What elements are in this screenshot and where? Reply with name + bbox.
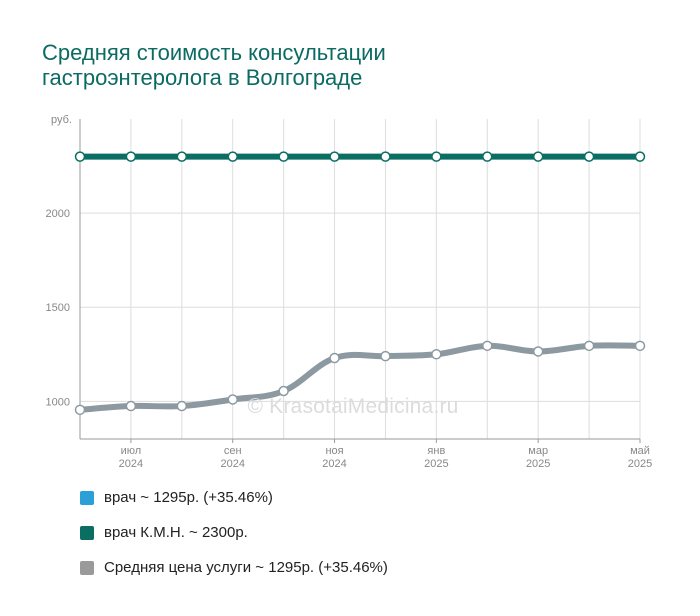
x-tick-label-year: 2025 [424, 458, 448, 470]
data-point-kmn[interactable] [634, 151, 646, 162]
legend-swatch-doctor-kmn [80, 526, 94, 540]
data-point-avg[interactable] [634, 340, 646, 352]
chart-title: Средняя стоимость консультации гастроэнт… [42, 40, 662, 90]
data-point-avg[interactable] [227, 394, 238, 405]
x-tick-label-month: май [630, 445, 650, 457]
x-tick-label-month: мар [528, 445, 548, 457]
series-markers [74, 151, 646, 416]
data-point-avg[interactable] [125, 400, 137, 412]
y-tick-label: 1500 [46, 302, 70, 314]
chart-title-line-1: Средняя стоимость консультации [42, 40, 386, 65]
data-point-kmn[interactable] [532, 151, 544, 162]
chart-title-line-2: гастроэнтеролога в Волгограде [42, 65, 363, 90]
data-point-avg[interactable] [380, 350, 391, 362]
legend-swatch-doctor [80, 491, 94, 505]
x-tick-label-year: 2024 [220, 458, 244, 470]
data-point-avg[interactable] [329, 352, 340, 364]
data-point-kmn[interactable] [380, 151, 391, 162]
legend-swatch-average-price [80, 561, 94, 575]
data-point-avg[interactable] [431, 349, 442, 360]
line-chart: 100015002000руб.июл2024сен2024ноя2024янв… [46, 114, 653, 470]
grid [79, 119, 641, 439]
x-tick-label-year: 2024 [119, 458, 143, 470]
data-point-avg[interactable] [583, 340, 595, 352]
series-lines [77, 153, 643, 413]
data-point-avg[interactable] [532, 346, 544, 357]
x-tick-label-month: сен [224, 445, 242, 457]
watermark: © KrasotaiMedicina.ru [247, 395, 459, 418]
legend-label-doctor-kmn: врач К.М.Н. ~ 2300р. [104, 524, 248, 541]
x-tick-label-year: 2025 [628, 458, 652, 470]
legend-label-average-price: Средняя цена услуги ~ 1295р. (+35.46%) [104, 559, 388, 576]
data-point-kmn[interactable] [431, 151, 442, 162]
x-tick-label-month: июл [121, 445, 142, 457]
y-axis-label: руб. [51, 114, 72, 126]
data-point-kmn[interactable] [482, 151, 493, 162]
y-tick-label: 1000 [46, 396, 70, 408]
data-point-kmn[interactable] [176, 151, 188, 162]
data-point-kmn[interactable] [583, 151, 595, 162]
legend-label-doctor: врач ~ 1295р. (+35.46%) [104, 489, 273, 506]
data-point-avg[interactable] [482, 340, 493, 352]
data-point-kmn[interactable] [227, 151, 238, 162]
data-point-avg[interactable] [74, 404, 86, 416]
x-tick-label-month: янв [427, 445, 445, 457]
data-point-kmn[interactable] [278, 151, 289, 162]
data-point-kmn[interactable] [329, 151, 340, 162]
data-point-kmn[interactable] [74, 151, 86, 162]
x-tick-label-month: ноя [325, 445, 343, 457]
axes: 100015002000руб.июл2024сен2024ноя2024янв… [46, 114, 653, 470]
data-point-avg[interactable] [278, 385, 289, 397]
data-point-kmn[interactable] [125, 151, 137, 162]
data-point-avg[interactable] [176, 400, 188, 412]
y-tick-label: 2000 [46, 208, 70, 220]
x-tick-label-year: 2025 [526, 458, 550, 470]
x-tick-label-year: 2024 [322, 458, 346, 470]
